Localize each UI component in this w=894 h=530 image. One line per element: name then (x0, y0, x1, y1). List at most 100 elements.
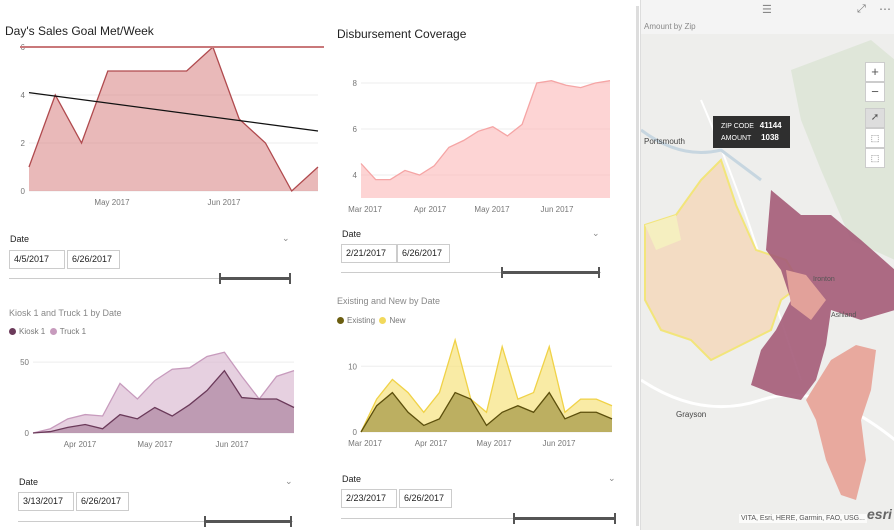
x-tick-label: Apr 2017 (415, 439, 448, 448)
kiosk-truck-legend: Kiosk 1 Truck 1 (9, 327, 86, 336)
y-tick-label: 0 (353, 428, 358, 437)
x-tick-label: May 2017 (476, 439, 512, 448)
slicer-4-track[interactable] (341, 518, 616, 519)
area-existing[interactable] (361, 392, 612, 432)
zoom-in-button[interactable]: + (865, 62, 885, 82)
slicer-1-track[interactable] (9, 278, 291, 279)
existing-new-legend: Existing New (337, 316, 405, 325)
legend-truck[interactable]: Truck 1 (49, 327, 86, 336)
slicer-3-track[interactable] (18, 521, 293, 522)
area-coverage[interactable] (361, 80, 610, 198)
slicer-1-handle-start[interactable] (219, 273, 221, 284)
slicer-4-chevron-icon[interactable]: ⌄ (608, 473, 616, 483)
slicer-3-range (205, 520, 291, 523)
slicer-1-end-date[interactable]: 6/26/2017 (67, 250, 120, 269)
place-label-portsmouth: Portsmouth (644, 137, 685, 146)
slicer-2-label: Date (342, 229, 362, 239)
slicer-2-handle-end[interactable] (598, 267, 600, 278)
tooltip-value-zip: 41144 (759, 121, 782, 130)
x-tick-label: Mar 2017 (348, 205, 382, 214)
slicer-3-end-date[interactable]: 6/26/2017 (76, 492, 129, 511)
esri-logo: esri (867, 506, 892, 522)
slicer-1-label: Date (10, 234, 30, 244)
zip-area-salmon[interactable] (806, 345, 876, 500)
legend-kiosk-dot-icon (9, 328, 16, 335)
slicer-4-start-date[interactable]: 2/23/2017 (341, 489, 397, 508)
more-options-icon[interactable]: ⋯ (879, 2, 891, 16)
sales-goal-title: Day's Sales Goal Met/Week (5, 24, 154, 38)
legend-existing[interactable]: Existing (337, 316, 375, 325)
disbursement-chart[interactable]: 4 6 8 Mar 2017 Apr 2017 May 2017 Jun 2017 (330, 55, 630, 220)
slicer-1-start-date[interactable]: 4/5/2017 (9, 250, 65, 269)
slicer-1-range (220, 277, 290, 280)
legend-existing-dot-icon (337, 317, 344, 324)
slicer-2-handle-start[interactable] (501, 267, 503, 278)
place-label-grayson: Grayson (676, 410, 707, 419)
y-tick-label: 4 (21, 91, 26, 100)
trend-line[interactable] (28, 91, 319, 132)
line-kiosk-1[interactable] (32, 369, 295, 434)
slicer-2-range (502, 271, 600, 274)
slicer-4-end-date[interactable]: 6/26/2017 (399, 489, 452, 508)
slicer-4-handle-start[interactable] (513, 513, 515, 524)
map-attribution: VITA, Esri, HERE, Garmin, FAO, USG... (739, 514, 867, 523)
slicer-2-chevron-icon[interactable]: ⌄ (592, 228, 600, 238)
zip-area-dark[interactable] (751, 190, 894, 400)
slicer-3-chevron-icon[interactable]: ⌄ (285, 476, 293, 486)
focus-mode-icon[interactable]: ⤢ (857, 3, 866, 15)
x-tick-label: Apr 2017 (64, 440, 97, 449)
place-label-ashland: Ashland (831, 312, 857, 319)
line-coverage[interactable] (360, 80, 611, 181)
slicer-4-label: Date (342, 474, 362, 484)
y-tick-label: 2 (21, 139, 26, 148)
slicer-2-end-date[interactable]: 6/26/2017 (397, 244, 450, 263)
slicer-3-handle-start[interactable] (204, 516, 206, 527)
slicer-1-chevron-icon[interactable]: ⌄ (282, 233, 290, 243)
kiosk-truck-title: Kiosk 1 and Truck 1 by Date (9, 308, 122, 318)
legend-kiosk[interactable]: Kiosk 1 (9, 327, 45, 336)
map-title: Amount by Zip (644, 22, 696, 31)
place-label-ironton: Ironton (813, 276, 835, 283)
y-tick-label: 10 (348, 362, 357, 371)
rect-select-icon[interactable]: ⬚ (865, 128, 885, 148)
area-days-met[interactable] (29, 47, 318, 191)
panel-divider (636, 6, 639, 526)
area-truck-1[interactable] (33, 352, 294, 433)
map-visual[interactable]: Amount by Zip ☰ ⤢ ⋯ Portsmouth Ironton A… (640, 0, 894, 530)
map-canvas[interactable] (641, 0, 894, 530)
x-tick-label: May 2017 (94, 198, 130, 207)
x-tick-label: Apr 2017 (414, 205, 447, 214)
line-days-met[interactable] (28, 45, 319, 193)
zoom-out-button[interactable]: − (865, 82, 885, 102)
slicer-3-label: Date (19, 477, 39, 487)
line-new[interactable] (360, 337, 613, 433)
line-truck-1[interactable] (32, 351, 295, 434)
y-tick-label: 50 (20, 358, 29, 367)
x-tick-label: May 2017 (137, 440, 173, 449)
zip-area-salmon-small[interactable] (786, 270, 826, 320)
slicer-2-track[interactable] (341, 272, 601, 273)
drag-handle-icon[interactable]: ☰ (762, 4, 772, 16)
kiosk-truck-chart[interactable]: 0 50 Apr 2017 May 2017 Jun 2017 (0, 340, 310, 455)
legend-truck-dot-icon (49, 328, 57, 335)
x-tick-label: Mar 2017 (348, 439, 382, 448)
legend-new[interactable]: New (379, 316, 405, 325)
disbursement-title: Disbursement Coverage (337, 27, 467, 41)
slicer-3-start-date[interactable]: 3/13/2017 (18, 492, 74, 511)
slicer-3-handle-end[interactable] (290, 516, 292, 527)
lasso-select-icon[interactable]: ⬚ (865, 148, 885, 168)
x-tick-label: Jun 2017 (541, 205, 574, 214)
line-existing[interactable] (360, 391, 613, 433)
slicer-2-start-date[interactable]: 2/21/2017 (341, 244, 397, 263)
slicer-1-handle-end[interactable] (289, 273, 291, 284)
zip-area-light[interactable] (645, 215, 681, 250)
map-tooltip: ZIP CODE 41144 AMOUNT 1038 (713, 116, 790, 148)
select-pointer-icon[interactable]: ➚ (865, 108, 885, 128)
x-tick-label: May 2017 (474, 205, 510, 214)
area-kiosk-1[interactable] (33, 370, 294, 433)
existing-new-chart[interactable]: 0 10 Mar 2017 Apr 2017 May 2017 Jun 2017 (330, 330, 630, 455)
y-tick-label: 4 (353, 171, 358, 180)
y-tick-label: 6 (353, 125, 358, 134)
slicer-4-handle-end[interactable] (614, 513, 616, 524)
